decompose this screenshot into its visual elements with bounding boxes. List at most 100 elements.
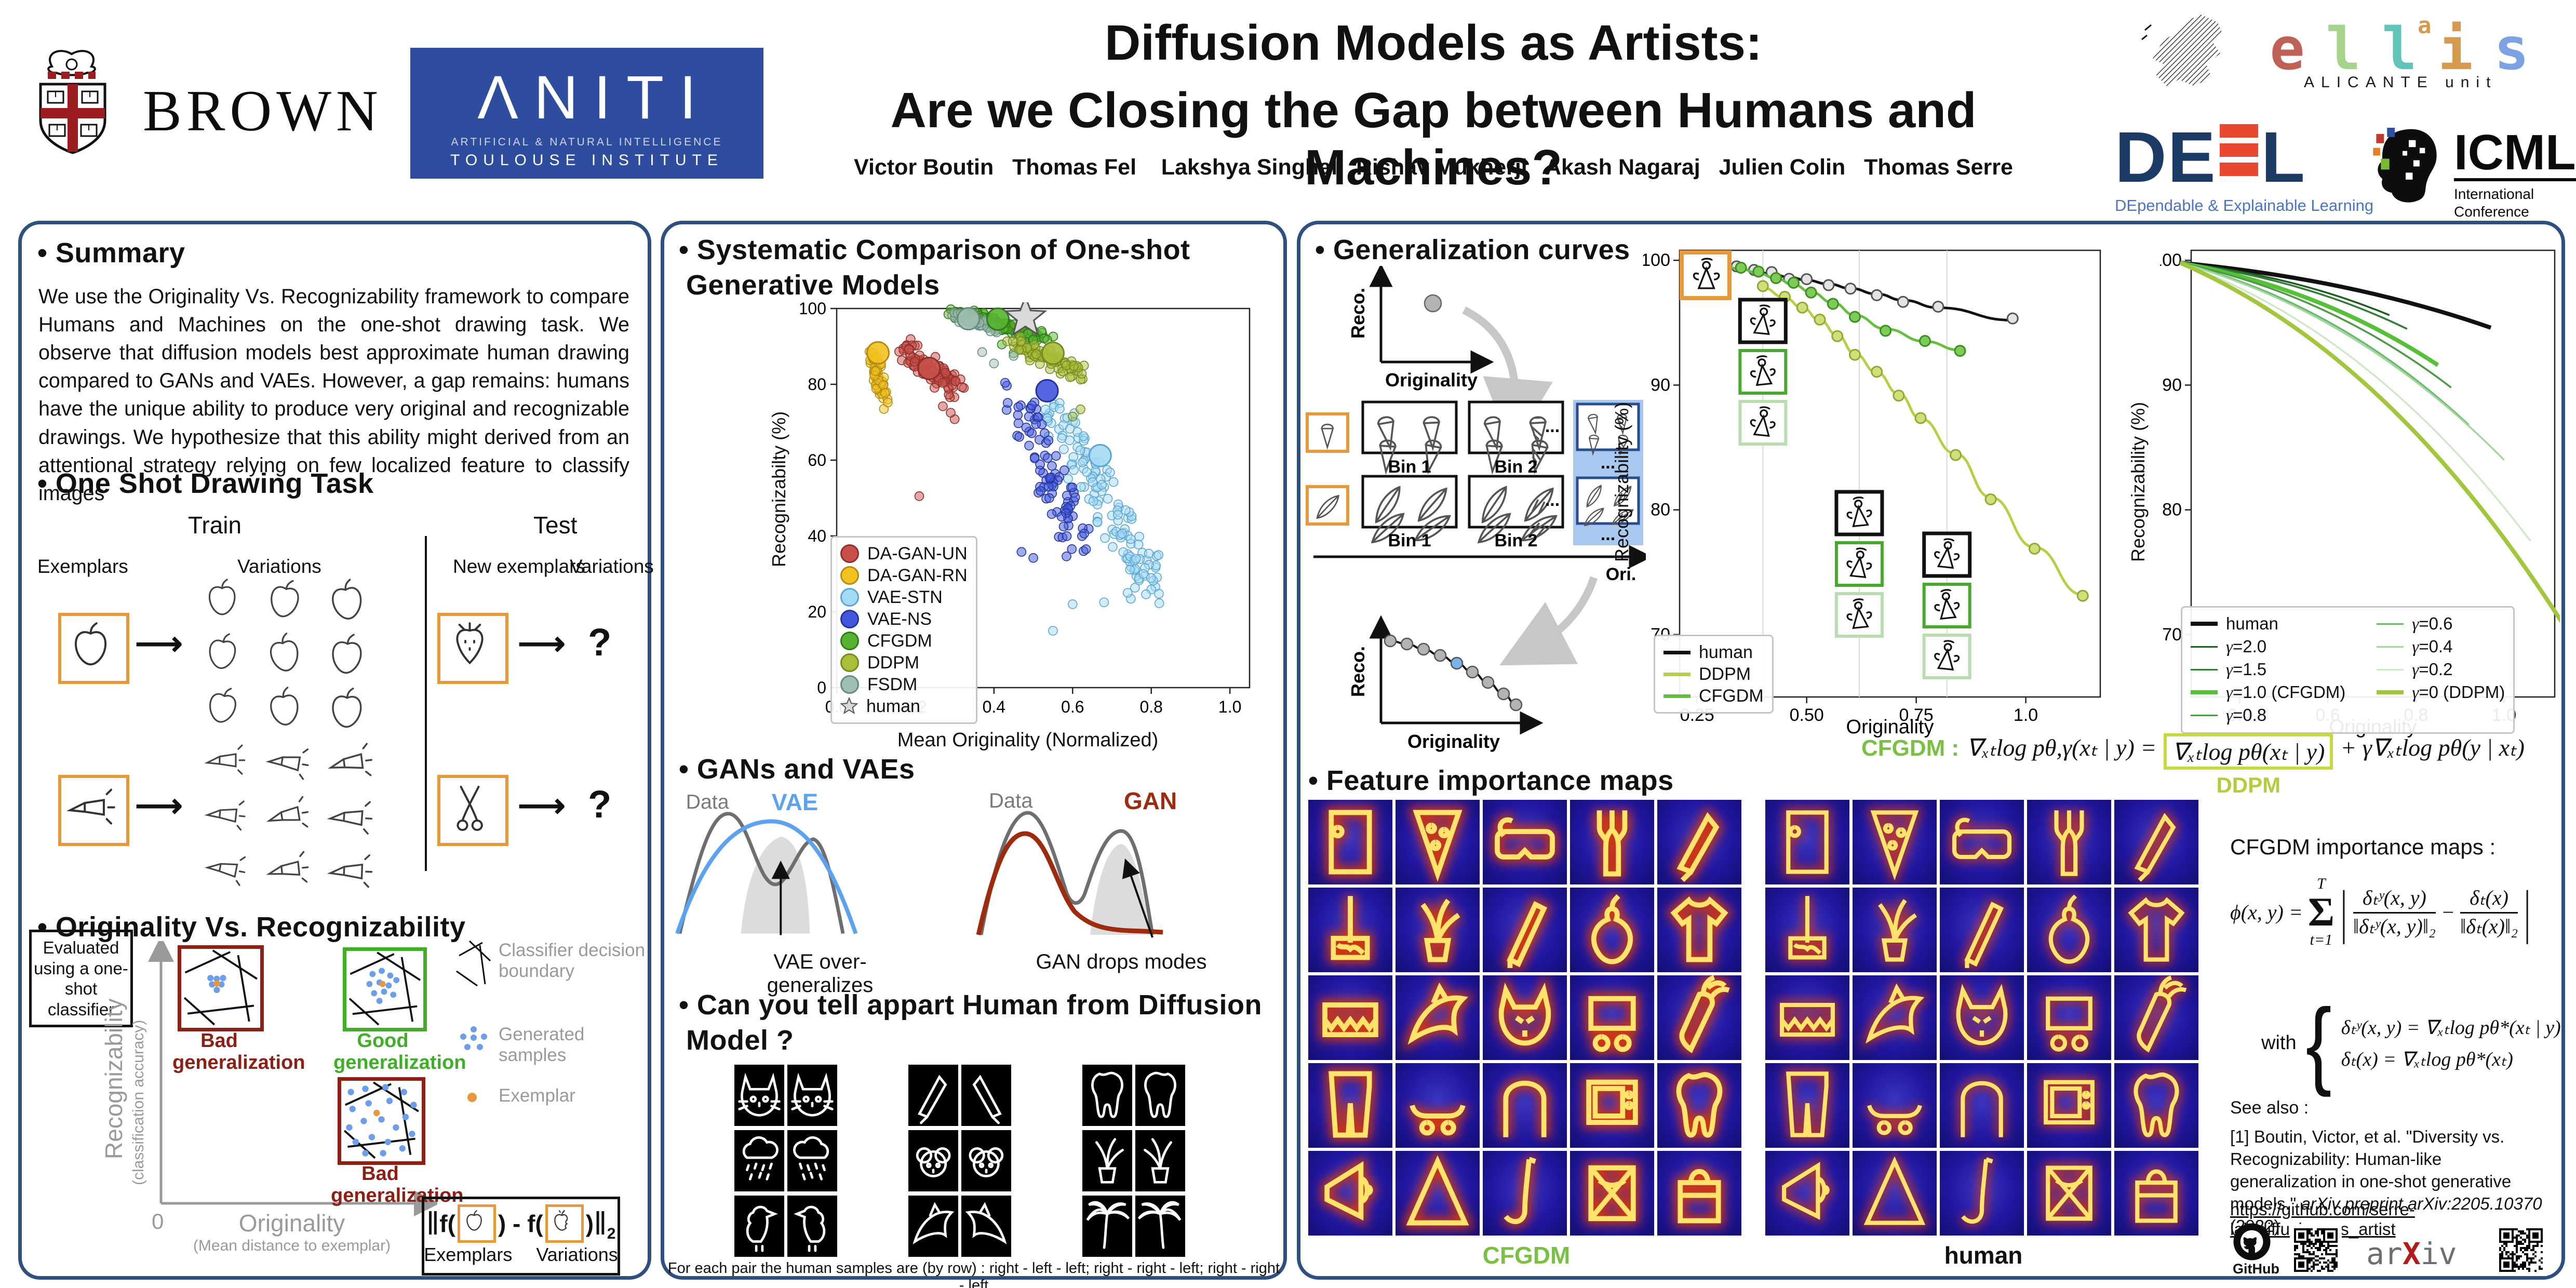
svg-text:Ori.: Ori. — [1606, 565, 1636, 584]
question-mark: ? — [588, 783, 612, 826]
quiz-tile-plant — [1082, 1130, 1132, 1191]
quiz-pair — [908, 1130, 1011, 1191]
ellis-letter: e — [2270, 16, 2305, 83]
legend-item: γ=0.2 — [2377, 659, 2505, 680]
quiz-pair — [1082, 1065, 1185, 1126]
icml-head-icon — [2373, 127, 2437, 203]
importance-map-golfclub — [1940, 1151, 2024, 1236]
brown-wordmark: BROWN — [143, 79, 383, 143]
exemplars-label: Exemplars — [37, 556, 128, 577]
quiz-tile-mouse — [961, 1130, 1011, 1191]
gamma-curve — [2180, 262, 2470, 426]
quiz-tile-knife — [961, 1065, 1011, 1126]
question-mark: ? — [588, 621, 612, 664]
importance-map-handbag — [2114, 1151, 2198, 1236]
svg-text:0.50: 0.50 — [1790, 705, 1824, 725]
big-marker-CFGDM — [986, 307, 1010, 331]
svg-text:1.0: 1.0 — [1218, 697, 1241, 716]
importance-map-arch — [1940, 1063, 2024, 1148]
svg-text:Bin 1: Bin 1 — [1388, 531, 1431, 551]
fim-human-label: human — [1944, 1242, 2023, 1269]
ovr-xlabel-sub: (Mean distance to exemplar) — [193, 1237, 391, 1254]
quiz-pair — [1082, 1196, 1185, 1257]
importance-map-megaphone — [1765, 1151, 1849, 1236]
inset-sketch-box — [1922, 583, 1971, 628]
gan-caption: GAN drops modes — [1036, 950, 1207, 973]
legend-item: γ=2.0 — [2191, 636, 2345, 658]
quiz-heading-l2: Model ? — [686, 1025, 794, 1056]
svg-text:0.8: 0.8 — [1139, 697, 1162, 716]
deel-wordmark: DE L — [2115, 117, 2306, 197]
summary-text: We use the Originality Vs. Recognizabili… — [38, 285, 629, 505]
ovr-origin: 0 — [152, 1209, 164, 1233]
see-also-label: See also : — [2230, 1098, 2309, 1118]
exemplar-angel-box — [1680, 250, 1732, 300]
ovr-ylabel-sub: (classification accuracy) — [130, 1019, 147, 1185]
inset-sketch-box — [1922, 531, 1972, 578]
panel-generalization: • Generalization curves Reco. Originality… — [1297, 221, 2565, 1280]
generated-samples-label: Generated samples — [499, 1024, 585, 1066]
inset-sketch-box — [1922, 634, 1971, 679]
human-star-marker — [1003, 302, 1048, 337]
github-qr-code — [2290, 1224, 2342, 1276]
importance-map-pattern — [2027, 1151, 2111, 1236]
aniti-subtitle2: TOULOUSE INSTITUTE — [450, 152, 723, 169]
gamma-curve — [2179, 261, 2560, 623]
sketch-variation — [205, 797, 247, 831]
quiz-tile-cloudrain — [787, 1130, 837, 1191]
legend-item: γ=0.6 — [2377, 613, 2505, 635]
arrow-right-icon: ⟶ — [135, 625, 183, 662]
importance-map-fox — [1483, 975, 1567, 1060]
big-marker-DA-GAN-UN — [917, 356, 941, 380]
quiz-tile-mouse — [908, 1130, 958, 1191]
brown-crest-icon — [39, 50, 106, 154]
importance-map-triangle — [1853, 1151, 1937, 1236]
inset-sketch-box — [1738, 349, 1788, 395]
svg-text:GAN: GAN — [1124, 787, 1177, 814]
sketch-variation — [268, 577, 302, 620]
sketch-variation — [327, 742, 374, 781]
ellis-a-sup: a — [2418, 12, 2432, 39]
svg-text:100: 100 — [2160, 250, 2182, 270]
ellis-letter: l — [2382, 16, 2417, 83]
importance-map-tooth — [1657, 1063, 1741, 1148]
deel-subtitle: DEpendable & Explainable Learning — [2115, 196, 2374, 214]
bad-generalization-box-1 — [178, 945, 264, 1031]
quiz-tile-tooth — [1082, 1065, 1132, 1126]
quiz-tile-cat — [734, 1065, 784, 1126]
svg-text:...: ... — [1545, 417, 1560, 436]
legend-item: human — [2191, 613, 2345, 635]
arrow-right-icon: ⟶ — [135, 787, 183, 824]
sketch-variation — [331, 687, 363, 729]
summary-heading: • Summary — [37, 237, 185, 269]
big-marker-DDPM — [1041, 341, 1065, 365]
svg-text:VAE: VAE — [772, 789, 819, 815]
importance-map-tv — [1570, 1063, 1654, 1148]
github-logo: GitHub — [2233, 1223, 2279, 1277]
norm-bar: ‖ — [426, 1205, 440, 1242]
poster-title-line1: Diffusion Models as Artists: — [1105, 15, 1762, 71]
github-icon — [2233, 1223, 2271, 1260]
bad-generalization-box-2 — [338, 1077, 425, 1165]
importance-grid-cfgdm — [1308, 800, 1741, 1236]
icml-wordmark: ICML — [2454, 127, 2576, 182]
inset-sketch-box — [1834, 541, 1884, 587]
quiz-pair — [908, 1196, 1011, 1257]
svg-text:0.6: 0.6 — [1061, 697, 1084, 716]
arxiv-qr-code — [2495, 1224, 2547, 1276]
legend-item: γ=1.0 (CFGDM) — [2191, 681, 2345, 703]
svg-text:Originality: Originality — [1407, 731, 1500, 752]
importance-map-dolphin — [1853, 975, 1937, 1060]
ovr-xlabel: Originality — [238, 1210, 345, 1237]
importance-map-carrot — [1657, 975, 1741, 1060]
good-gen-label: Good generalization — [333, 1030, 466, 1074]
arrow-right-icon: ⟶ — [518, 787, 566, 824]
quiz-pair — [1082, 1130, 1185, 1191]
ovr-heading: • Originality Vs. Recognizability — [37, 911, 466, 943]
quiz-tile-dolphin — [908, 1196, 958, 1257]
scatter-ylabel: Recognizabilty (%) — [768, 411, 789, 567]
binning-diagram: Reco. Originality Bin 1 Bin 2...... Bin 1 Bin… — [1306, 266, 1646, 752]
importance-map-wagon — [1570, 975, 1654, 1060]
legend-item-DA-GAN-RN: DA-GAN-RN — [840, 565, 968, 586]
